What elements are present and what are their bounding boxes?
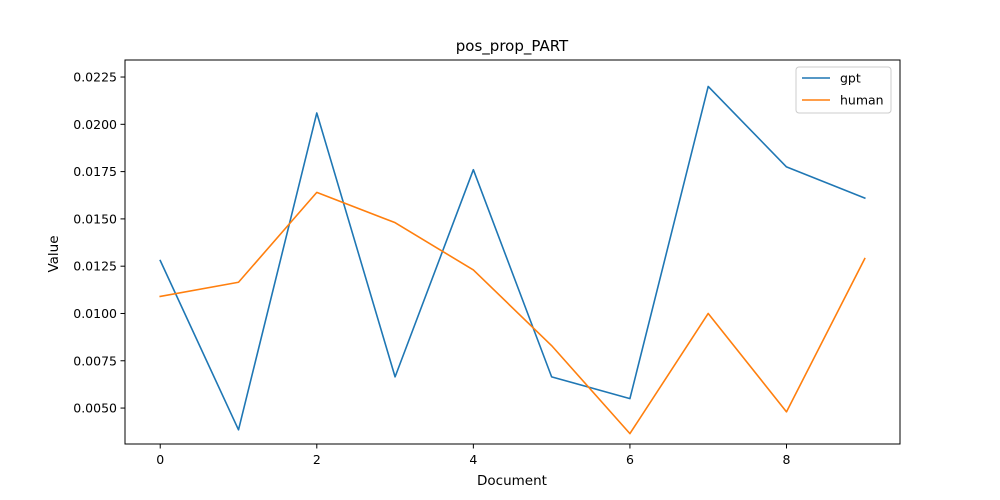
plot-area [124,59,901,445]
y-tick-label: 0.0100 [73,306,117,321]
x-axis-label: Document [477,473,547,489]
legend-label-gpt: gpt [840,71,861,86]
x-tick-label: 8 [783,452,791,467]
y-tick-label: 0.0175 [73,164,117,179]
y-tick-label: 0.0125 [73,259,117,274]
y-axis-label: Value [46,235,62,272]
y-axis: 0.0050 0.0075 0.0100 0.0125 0.0150 0.0175 0.02… [73,70,125,416]
x-axis: 0 2 4 6 8 [156,444,791,467]
y-tick-label: 0.0225 [73,70,117,85]
series-layer [159,85,866,435]
x-tick-label: 6 [626,452,634,467]
y-tick-label: 0.0150 [73,211,117,226]
y-tick-label: 0.0050 [73,401,117,416]
chart-title: pos_prop_PART [456,37,569,56]
y-tick-label: 0.0200 [73,117,117,132]
x-tick-label: 0 [156,452,164,467]
legend-label-human: human [840,93,884,108]
x-tick-label: 4 [469,452,477,467]
series-line-human [159,191,866,435]
series-line-gpt [159,85,866,431]
x-tick-label: 2 [313,452,321,467]
plot-frame [124,59,901,445]
y-tick-label: 0.0075 [73,353,117,368]
legend: gpt human [795,66,892,114]
